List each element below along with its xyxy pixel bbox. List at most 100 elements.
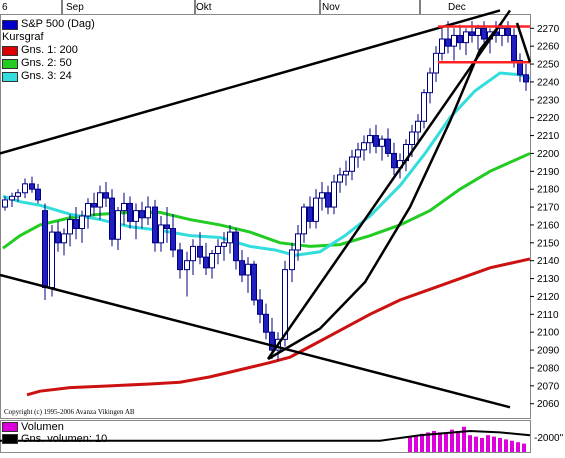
y-tick-label: 2220 <box>537 113 560 124</box>
legend-title: S&P 500 (Dag) <box>2 18 95 31</box>
candle-body <box>29 183 35 190</box>
candle-body <box>361 142 367 151</box>
candle-body <box>373 135 379 147</box>
volume-bar <box>414 435 418 452</box>
y-tick-label: 2120 <box>537 292 560 303</box>
volume-avg-line <box>0 429 531 442</box>
legend-avgvolume: Gns. volumen: 10 <box>2 433 107 445</box>
legend-ma50-label: Gns. 2: 50 <box>21 57 72 69</box>
candle-body <box>355 149 361 158</box>
candle-body <box>121 202 127 212</box>
candle-body <box>227 231 233 244</box>
volume-bar <box>492 436 496 452</box>
candle-body <box>197 245 203 258</box>
candle-body <box>457 34 463 44</box>
x-tick-label: Dec <box>448 2 466 13</box>
candle-body <box>49 231 55 289</box>
volume-bar <box>486 435 490 452</box>
candle-body <box>469 31 475 36</box>
ma200-swatch <box>2 45 18 56</box>
candle-body <box>337 174 343 183</box>
candle-body <box>145 206 151 219</box>
candle-body <box>445 38 451 47</box>
y-tick-label: 2070 <box>537 381 560 392</box>
candle-body <box>325 192 331 208</box>
x-tick-label: Okt <box>196 2 212 13</box>
y-tick-label: 2190 <box>537 167 560 178</box>
avgvolume-swatch <box>2 434 18 444</box>
y-tick-label: 2080 <box>537 363 560 374</box>
legend-ma24-label: Gns. 3: 24 <box>21 70 72 82</box>
legend-avgvolume-label: Gns. volumen: 10 <box>21 433 108 445</box>
ma-line-0 <box>26 257 531 397</box>
volume-bar <box>426 432 430 452</box>
legend-volume-label: Volumen <box>21 421 64 433</box>
volume-bar <box>444 433 448 452</box>
volume-bar <box>498 438 502 452</box>
copyright-text: Copyright (c) 1995-2006 Avanza Vikingen … <box>4 408 135 416</box>
volume-swatch <box>2 422 18 432</box>
candle-body <box>115 210 121 240</box>
candle-body <box>139 210 145 219</box>
candle-body <box>15 192 21 197</box>
volume-bar <box>438 432 442 452</box>
title-swatch <box>2 19 18 30</box>
candle-body <box>133 210 139 222</box>
candle-body <box>313 197 319 222</box>
volume-bar <box>480 438 484 452</box>
candle-body <box>511 34 517 61</box>
trendlines <box>0 9 532 409</box>
candle-body <box>517 59 523 76</box>
legend-ma50: Gns. 2: 50 <box>2 57 95 70</box>
price-candles <box>2 21 529 361</box>
x-tick-label: Nov <box>322 2 340 13</box>
candle-body <box>307 206 313 222</box>
y-tick-label: 2160 <box>537 220 560 231</box>
volume-bar <box>420 433 424 452</box>
candle-body <box>22 183 28 194</box>
legend-volume: Volumen <box>2 421 107 433</box>
candle-body <box>439 38 445 54</box>
candle-body <box>9 195 15 201</box>
candle-body <box>391 152 397 169</box>
candle-body <box>2 199 8 208</box>
candle-body <box>184 260 190 271</box>
y-tick-label: 2200 <box>537 149 560 160</box>
candle-body <box>177 249 183 271</box>
candle-body <box>35 188 41 201</box>
candle-body <box>499 27 505 36</box>
legend-kursgraf: Kursgraf <box>2 31 95 44</box>
y-tick-label: 2130 <box>537 274 560 285</box>
candle-body <box>257 299 263 315</box>
candle-body <box>481 27 487 40</box>
candle-body <box>427 72 433 94</box>
legend-ma24: Gns. 3: 24 <box>2 70 95 83</box>
candle-body <box>55 231 61 244</box>
candle-body <box>221 242 227 247</box>
volume-bar <box>456 431 460 452</box>
legend-ma200: Gns. 1: 200 <box>2 44 95 57</box>
volume-bar <box>522 443 526 452</box>
candle-body <box>451 34 457 47</box>
candle-body <box>73 219 79 230</box>
candle-body <box>79 215 85 230</box>
volume-bar <box>468 435 472 452</box>
volume-bar <box>408 436 412 452</box>
candle-body <box>301 206 307 235</box>
candle-body <box>415 120 421 133</box>
candle-body <box>433 52 439 74</box>
y-axis: 2060 2070 2080 2090 2100 2110 2120 2130 2140 2150… <box>530 24 560 410</box>
candle-body <box>91 202 97 208</box>
trendline <box>0 273 511 409</box>
y-tick-label: 2150 <box>537 238 560 249</box>
candle-body <box>203 256 209 269</box>
candle-body <box>103 192 109 199</box>
candle-body <box>367 135 373 144</box>
candle-body <box>158 224 164 244</box>
candle-body <box>109 197 115 240</box>
volume-bar <box>432 431 436 452</box>
y-tick-label: 2090 <box>537 346 560 357</box>
x-tick-label: Sep <box>66 2 84 13</box>
candle-body <box>85 202 91 217</box>
